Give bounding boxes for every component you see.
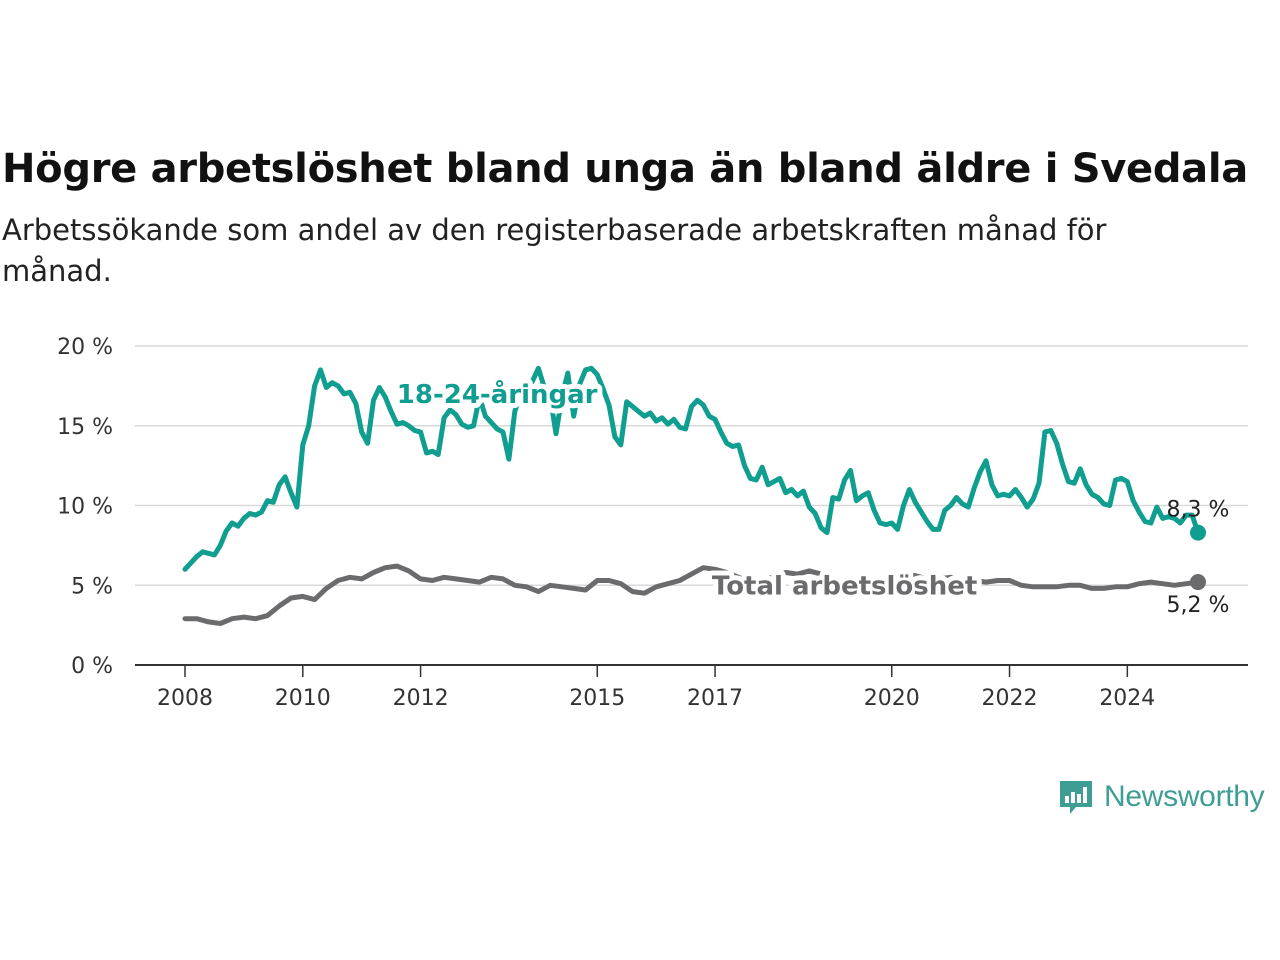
- end-value-label: 5,2 %: [1167, 593, 1230, 618]
- series-line: [182, 365, 1201, 572]
- series-name-halo: Total arbetslöshet: [712, 571, 977, 601]
- series-name-halo: 18-24-åringar: [397, 378, 598, 410]
- x-axis: 2008 2010 2012 2015 2017 2020 2022 2024: [135, 664, 1248, 711]
- end-marker: [1190, 574, 1206, 591]
- end-value-label: 8,3 %: [1167, 498, 1230, 523]
- brand-name: Newsworthy: [1104, 780, 1265, 813]
- x-tick-label: 2010: [275, 686, 331, 711]
- x-tick-label: 2022: [982, 686, 1038, 711]
- newsworthy-logo: Newsworthy: [1058, 774, 1265, 820]
- series-name-label: Total arbetslöshet: [712, 571, 977, 601]
- y-tick-label: 10 %: [57, 495, 113, 520]
- x-tick-label: 2024: [1099, 686, 1155, 711]
- bar-chart-speech-bubble-icon: [1060, 781, 1092, 814]
- x-tick-label: 2020: [864, 686, 920, 711]
- y-tick-label: 5 %: [71, 574, 113, 599]
- series-lines: [182, 365, 1206, 626]
- x-tick-label: 2008: [157, 686, 213, 711]
- y-tick-label: 20 %: [57, 335, 113, 360]
- y-tick-label: 0 %: [71, 654, 113, 679]
- y-axis: 0 % 5 % 10 % 15 % 20 %: [57, 335, 113, 679]
- y-tick-label: 15 %: [57, 415, 113, 440]
- chart-subtitle: Arbetssökande som andel av den registerb…: [2, 213, 1107, 288]
- series-name-label: 18-24-åringar: [397, 378, 598, 410]
- series-line: [182, 563, 1201, 626]
- x-tick-label: 2017: [687, 686, 743, 711]
- x-tick-label: 2015: [569, 686, 625, 711]
- chart-title: Högre arbetslöshet bland unga än bland ä…: [2, 146, 1248, 192]
- end-marker: [1190, 524, 1206, 541]
- x-tick-label: 2012: [393, 686, 449, 711]
